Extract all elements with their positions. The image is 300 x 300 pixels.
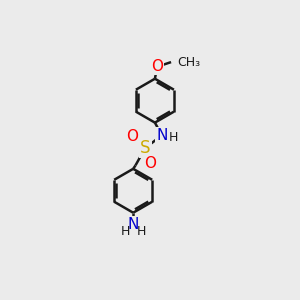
Text: H: H [136, 225, 146, 238]
Text: S: S [140, 139, 151, 157]
Text: N: N [128, 217, 139, 232]
Text: N: N [156, 128, 167, 143]
Text: O: O [144, 155, 156, 170]
Text: H: H [120, 225, 130, 238]
Text: H: H [169, 131, 178, 144]
Text: CH₃: CH₃ [178, 56, 201, 69]
Text: O: O [151, 59, 163, 74]
Text: O: O [127, 128, 139, 143]
